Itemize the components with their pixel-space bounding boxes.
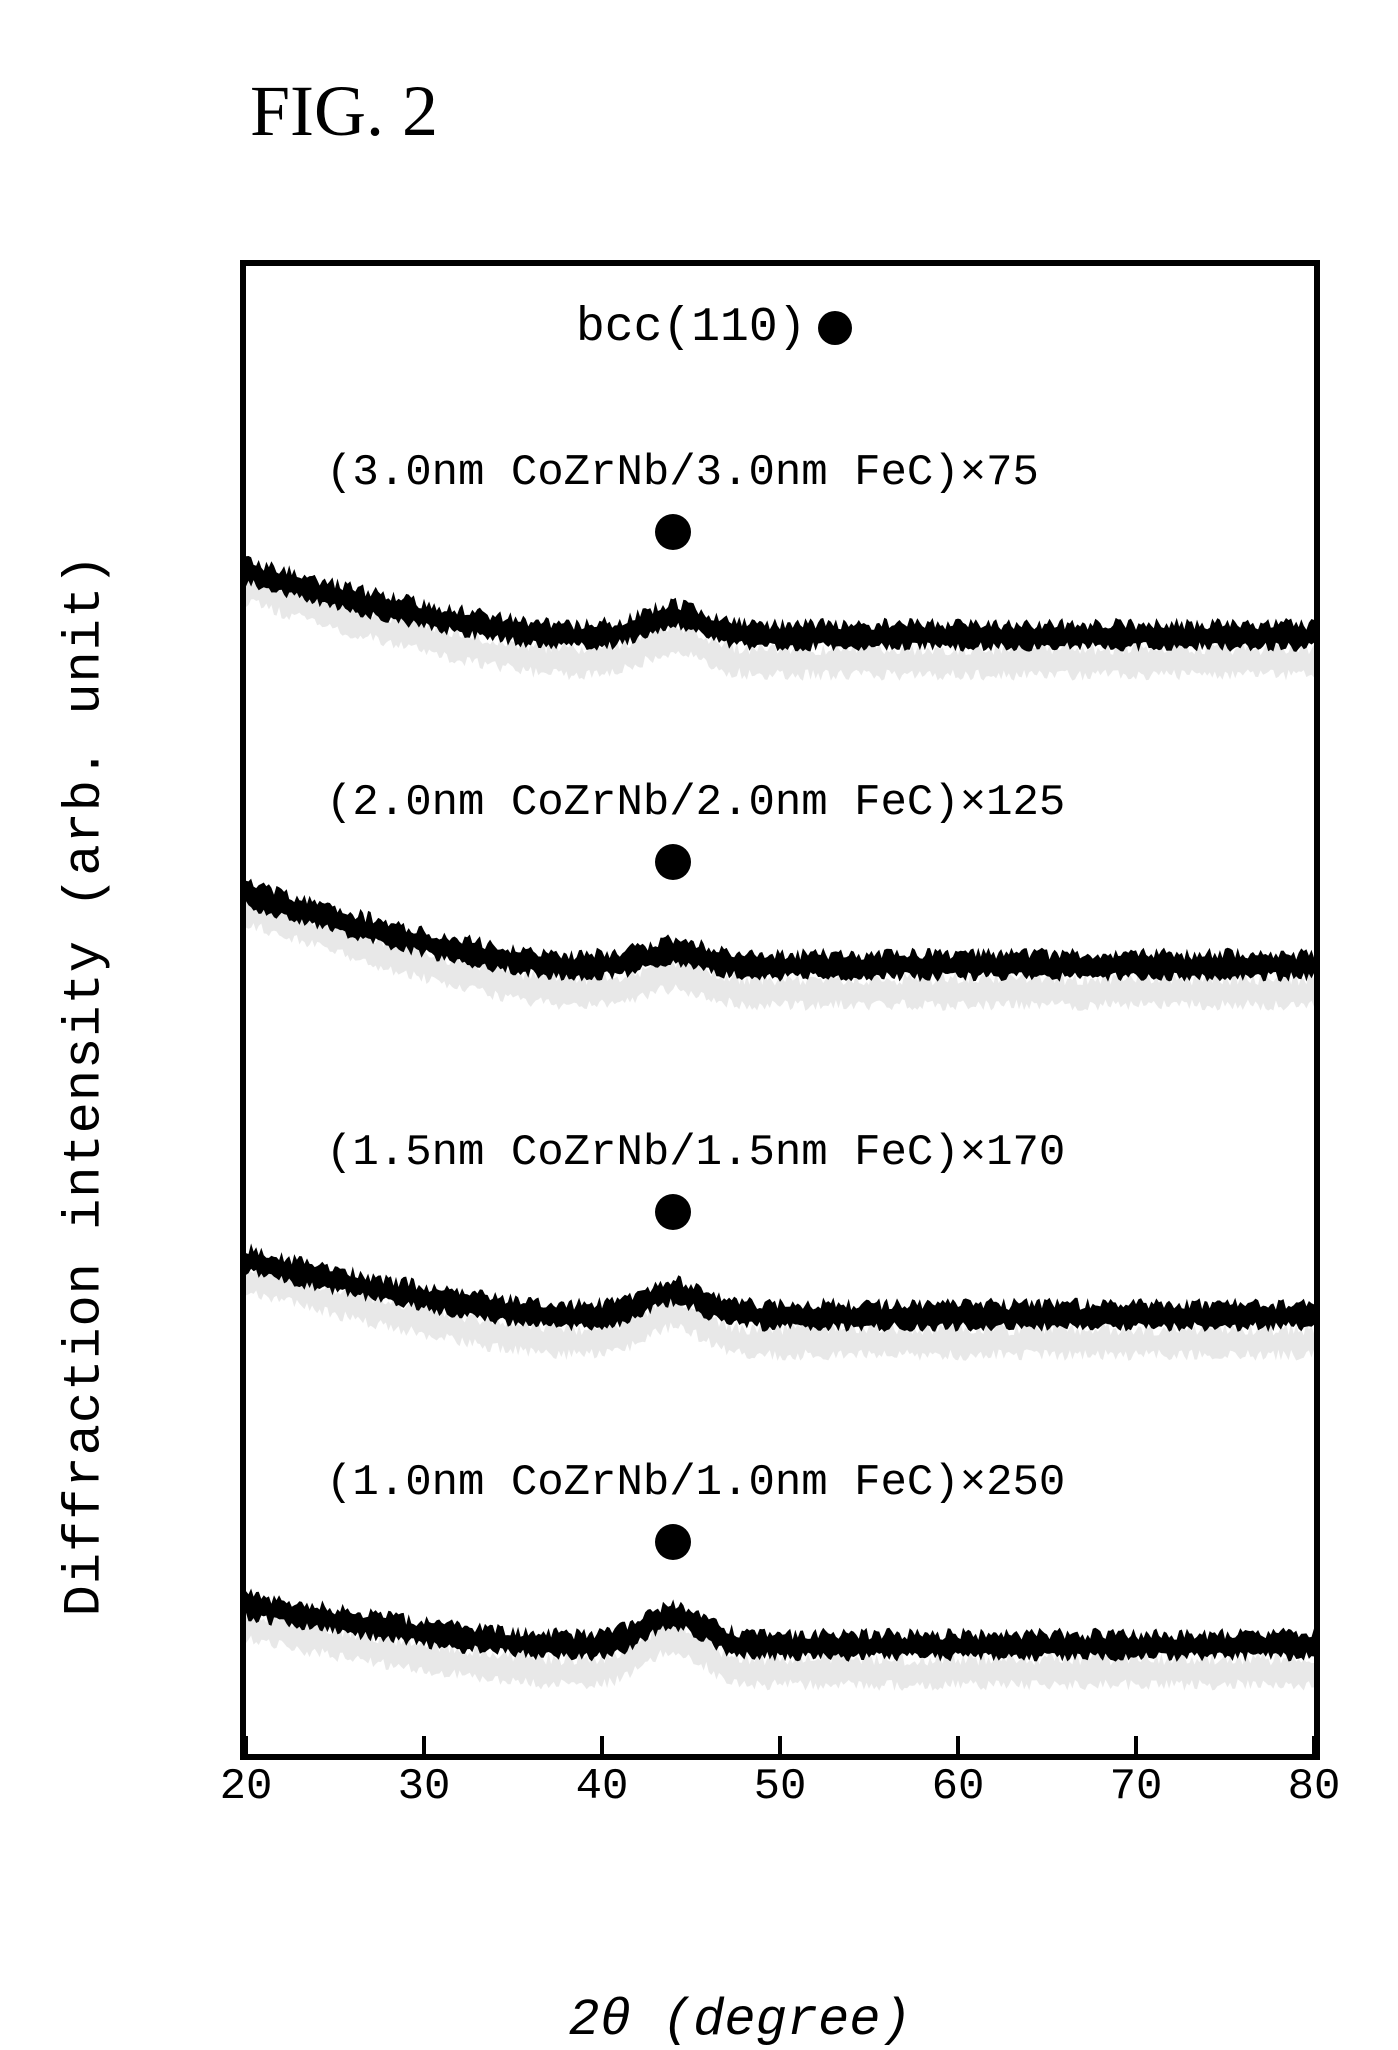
- x-tick-label: 40: [576, 1762, 629, 1812]
- x-tick-mark: [600, 1736, 604, 1754]
- x-tick-label: 50: [754, 1762, 807, 1812]
- peak-legend: bcc(110): [576, 301, 852, 355]
- x-tick-mark: [244, 1736, 248, 1754]
- x-tick-mark: [778, 1736, 782, 1754]
- trace-row: (1.5nm CoZrNb/1.5nm FeC)×170: [246, 1136, 1314, 1396]
- trace-svg: [246, 1496, 1314, 1756]
- trace-row: (1.0nm CoZrNb/1.0nm FeC)×250: [246, 1466, 1314, 1726]
- x-tick-mark: [422, 1736, 426, 1754]
- x-axis-label: 2θ (degree): [568, 1991, 911, 2050]
- trace-svg: [246, 486, 1314, 746]
- peak-legend-text: bcc(110): [576, 301, 806, 355]
- legend-dot-icon: [818, 311, 852, 345]
- x-tick-label: 20: [220, 1762, 273, 1812]
- trace-svg: [246, 1166, 1314, 1426]
- x-axis-label-text: 2θ (degree): [568, 1991, 911, 2050]
- x-tick-label: 60: [932, 1762, 985, 1812]
- x-tick-label: 30: [398, 1762, 451, 1812]
- x-tick-mark: [956, 1736, 960, 1754]
- figure-label: FIG. 2: [250, 70, 438, 153]
- x-tick-mark: [1134, 1736, 1138, 1754]
- x-tick-label: 80: [1288, 1762, 1341, 1812]
- y-axis-label: Diffraction intensity (arb. unit): [56, 554, 115, 1617]
- trace-row: (3.0nm CoZrNb/3.0nm FeC)×75: [246, 456, 1314, 716]
- x-tick-mark: [1312, 1736, 1316, 1754]
- trace-svg: [246, 816, 1314, 1076]
- plot-area: bcc(110) (3.0nm CoZrNb/3.0nm FeC)×75 (2.0…: [240, 260, 1320, 1760]
- x-tick-label: 70: [1110, 1762, 1163, 1812]
- trace-row: (2.0nm CoZrNb/2.0nm FeC)×125: [246, 786, 1314, 1046]
- xrd-chart: Diffraction intensity (arb. unit) bcc(11…: [110, 260, 1370, 1910]
